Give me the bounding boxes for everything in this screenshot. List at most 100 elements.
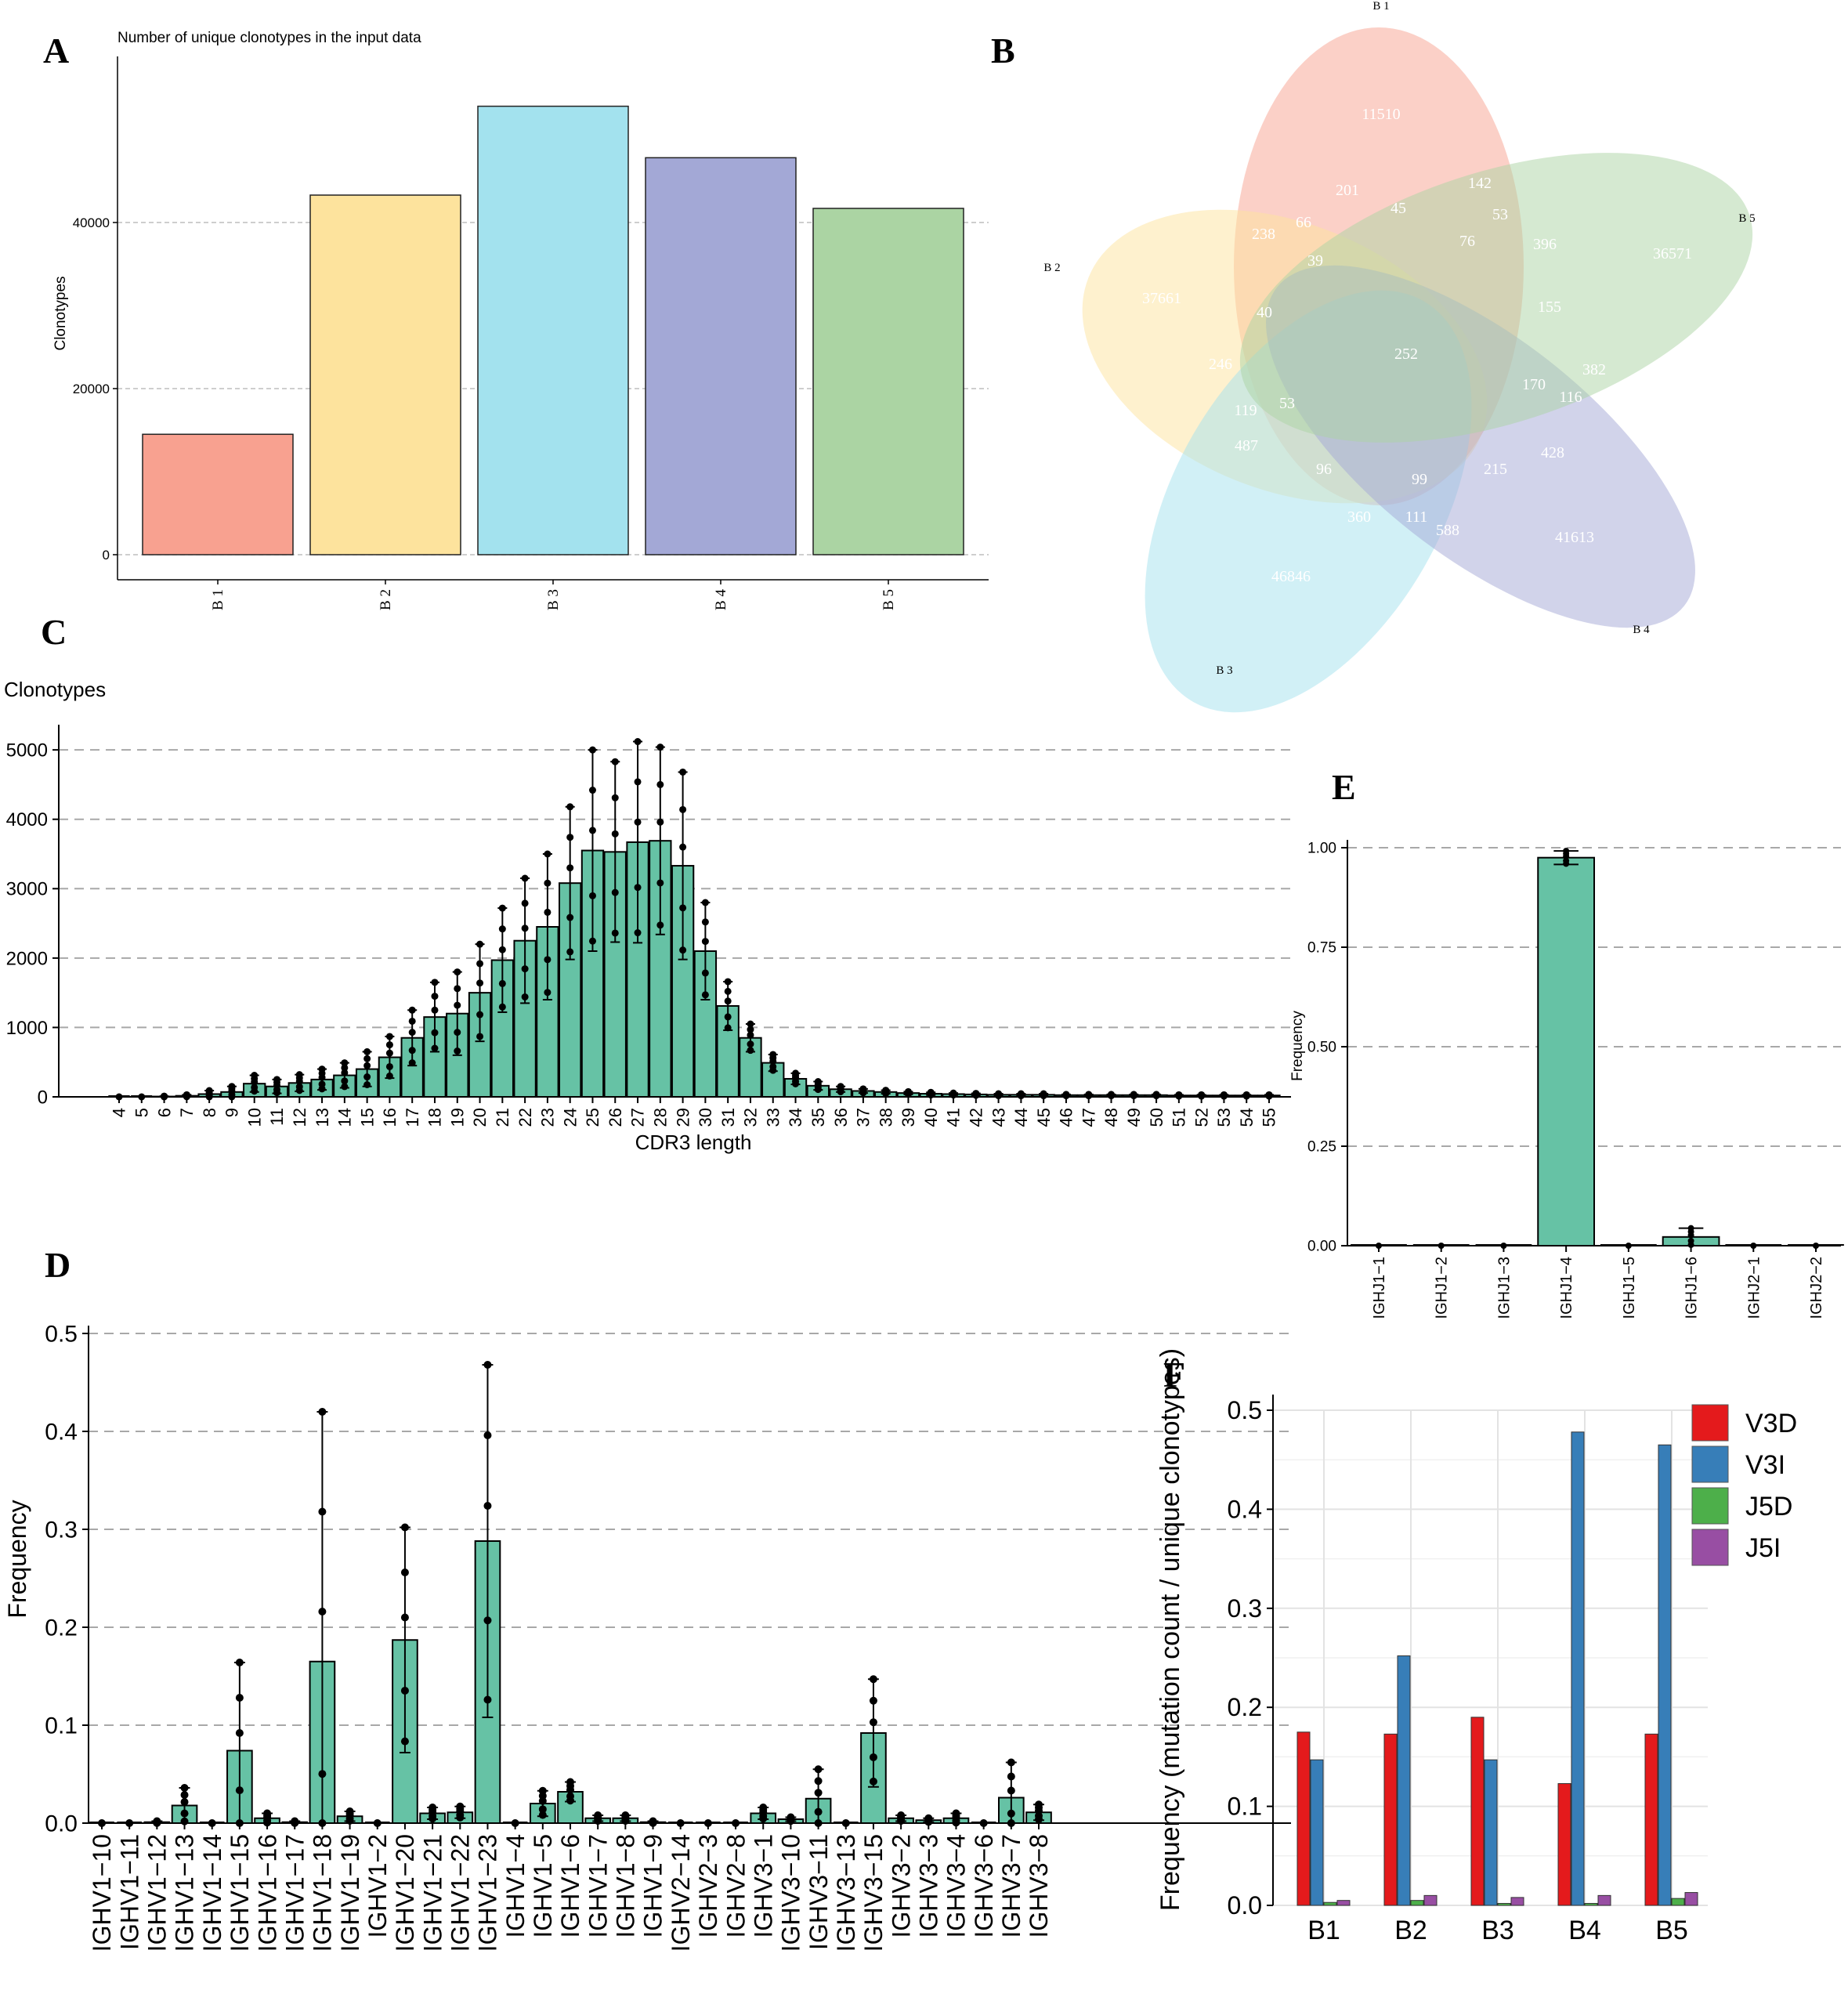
x-tick-label: IGHJ2−2	[1808, 1257, 1825, 1319]
data-point	[566, 834, 574, 841]
data-point	[724, 987, 732, 995]
x-tick-label: 19	[447, 1108, 467, 1127]
data-point	[869, 1777, 877, 1786]
x-tick-label: IGHJ1−1	[1371, 1257, 1388, 1319]
data-point	[814, 1765, 823, 1774]
venn-region-count: 99	[1412, 471, 1427, 488]
data-point	[180, 1791, 189, 1799]
data-point	[792, 1069, 800, 1077]
data-point	[544, 908, 552, 916]
data-point	[859, 1085, 867, 1093]
x-tick-label: 35	[808, 1108, 828, 1127]
data-point	[544, 850, 552, 858]
x-tick-label: 7	[177, 1108, 197, 1117]
x-tick-label: 17	[403, 1108, 422, 1127]
bar	[1383, 1733, 1398, 1906]
x-tick-label: 9	[222, 1108, 242, 1117]
data-point	[1108, 1091, 1116, 1098]
y-tick-label: 0.4	[45, 1420, 78, 1445]
x-tick-label: 21	[493, 1108, 512, 1127]
panel-label-b: B	[991, 31, 1015, 71]
data-point	[769, 1051, 777, 1058]
x-tick-label: 48	[1101, 1108, 1121, 1127]
x-tick-label: IGHV3−10	[777, 1834, 805, 1952]
y-tick-label: 0.2	[1228, 1693, 1262, 1721]
data-point	[814, 1777, 823, 1786]
data-point	[611, 758, 619, 765]
venn-region-count: 36571	[1653, 245, 1692, 262]
data-point	[1007, 1786, 1015, 1795]
y-tick-label: 3000	[6, 879, 48, 900]
data-point	[521, 924, 529, 932]
data-point	[408, 1059, 416, 1067]
data-point	[544, 956, 552, 964]
data-point	[153, 1817, 161, 1825]
data-point	[318, 1066, 326, 1073]
data-point	[949, 1089, 957, 1097]
bar	[1557, 1783, 1571, 1906]
data-point	[180, 1784, 189, 1792]
venn-region-count: 396	[1533, 236, 1557, 253]
x-tick-label: IGHJ1−4	[1558, 1257, 1575, 1319]
y-tick-label: 1.00	[1307, 841, 1336, 857]
x-tick-label: 31	[718, 1108, 738, 1127]
data-point	[318, 1080, 326, 1088]
data-point	[454, 968, 461, 976]
venn-region-count: 76	[1459, 233, 1475, 250]
data-point	[701, 969, 709, 977]
data-point	[408, 1047, 416, 1055]
data-point	[724, 978, 732, 986]
venn-region-count: 215	[1484, 461, 1507, 478]
panel-label-d: D	[45, 1245, 71, 1285]
data-point	[385, 1072, 393, 1080]
data-point	[363, 1073, 371, 1081]
data-point	[476, 960, 484, 968]
data-point	[1563, 848, 1570, 855]
data-point	[814, 1807, 823, 1816]
panel-b-venn-diagram: B B 1 B 2 B 3 B 4 B 5 11510 37661 46846 41613 365…	[991, 0, 1756, 713]
data-point	[318, 1507, 327, 1516]
data-point	[869, 1718, 877, 1727]
x-tick-label: 18	[425, 1108, 445, 1127]
data-point	[656, 818, 664, 826]
data-point	[566, 1778, 574, 1786]
data-point	[1687, 1237, 1694, 1244]
data-point	[538, 1811, 547, 1819]
x-tick-label: 6	[154, 1108, 174, 1117]
data-point	[251, 1084, 259, 1091]
x-tick-label: 39	[899, 1108, 918, 1127]
data-point	[431, 993, 439, 1000]
data-point	[869, 1696, 877, 1705]
data-point	[228, 1083, 236, 1091]
x-tick-label: 36	[831, 1108, 851, 1127]
x-tick-label: 13	[313, 1108, 332, 1127]
bar	[1336, 1900, 1351, 1906]
bar	[1497, 1902, 1511, 1906]
venn-region-count: 487	[1235, 437, 1258, 454]
data-point	[747, 1031, 754, 1039]
x-tick-label: 30	[696, 1108, 715, 1127]
data-point	[400, 1523, 409, 1532]
data-point	[724, 1024, 732, 1032]
data-point	[385, 1041, 393, 1049]
venn-region-count: 41613	[1555, 529, 1594, 546]
data-point	[814, 1078, 822, 1086]
data-point	[701, 991, 709, 999]
data-point	[291, 1817, 299, 1825]
data-point	[521, 965, 529, 973]
panel-e-ighj-frequency-chart: E Frequency 0.00 0.25 0.50 0.75 1.00 IGHJ1−1 I…	[1289, 767, 1844, 1319]
data-point	[927, 1088, 935, 1096]
bar	[1323, 1901, 1337, 1906]
venn-region-count: 155	[1538, 298, 1561, 316]
x-tick-label: 53	[1214, 1108, 1234, 1127]
x-tick-label: B 1	[210, 589, 226, 610]
x-tick-label: 27	[628, 1108, 648, 1127]
panel-label-f: F	[1163, 1355, 1185, 1395]
y-tick-label: 0.3	[1228, 1594, 1262, 1623]
data-point	[611, 830, 619, 838]
bar	[1597, 1894, 1611, 1906]
x-tick-label: 54	[1237, 1108, 1257, 1127]
data-point	[656, 921, 664, 929]
bar	[1310, 1759, 1324, 1906]
